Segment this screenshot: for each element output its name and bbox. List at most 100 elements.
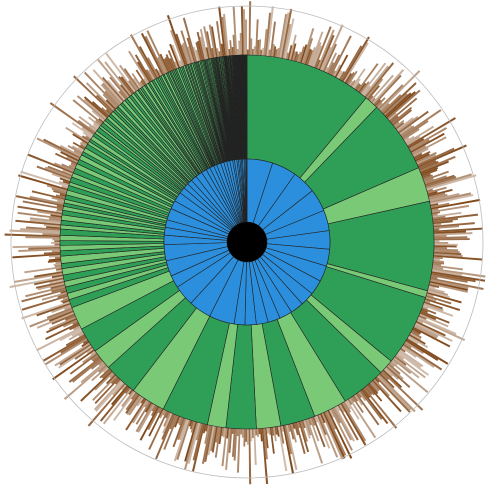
level3-segment [105, 99, 116, 110]
level3-segment [423, 177, 434, 183]
level3-segment [47, 165, 73, 177]
level3-segment [94, 379, 122, 411]
level3-segment [76, 95, 106, 121]
level3-segment [398, 110, 429, 134]
level3-segment [391, 106, 413, 125]
level3-segment [150, 405, 158, 417]
level3-segment [183, 422, 199, 470]
level3-segment [91, 365, 109, 382]
level3-segment [354, 394, 363, 406]
level3-segment [433, 230, 466, 234]
level3-segment [312, 416, 326, 448]
center-node [227, 222, 267, 262]
level3-segment [295, 422, 306, 454]
level3-segment [416, 154, 437, 165]
level3-segment [426, 188, 433, 193]
level3-segment [372, 379, 402, 413]
level3-segment [218, 427, 223, 444]
level3-segment [113, 391, 136, 421]
level3-segment [81, 140, 88, 146]
level3-segment [336, 405, 341, 412]
level3-segment [424, 174, 455, 186]
level3-segment [307, 47, 316, 66]
level3-segment [91, 110, 105, 122]
level3-segment [264, 427, 269, 449]
level3-segment [419, 155, 456, 172]
level3-segment [159, 409, 166, 419]
level3-segment [282, 23, 292, 59]
level3-segment [296, 51, 302, 63]
level3-segment [214, 426, 221, 458]
level3-segment [128, 396, 143, 416]
level3-segment [57, 293, 68, 299]
level3-segment [427, 288, 449, 296]
level3-segment [80, 370, 113, 402]
level3-segment [378, 84, 404, 110]
level3-segment [372, 69, 405, 105]
level3-segment [188, 420, 193, 427]
level3-segment [420, 160, 449, 174]
level3-segment [292, 51, 297, 61]
level3-segment [63, 363, 106, 400]
level3-segment [159, 53, 170, 73]
level3-segment [433, 227, 483, 233]
level3-segment [430, 274, 468, 283]
level3-segment [430, 277, 484, 291]
level3-segment [363, 387, 398, 429]
level3-segment [95, 380, 124, 412]
level3-segment [148, 408, 164, 437]
level3-segment [363, 65, 389, 97]
level3-segment [429, 282, 468, 293]
level3-segment [206, 31, 213, 59]
level3-segment [315, 59, 321, 69]
level3-segment [276, 47, 280, 58]
level3-segment [242, 9, 246, 56]
level3-segment [135, 401, 151, 425]
level3-segment [231, 428, 236, 457]
level3-segment [111, 385, 129, 406]
level3-segment [433, 243, 458, 246]
level3-segment [432, 217, 458, 223]
level3-segment [52, 349, 95, 381]
level3-segment [408, 334, 426, 345]
level3-segment [431, 268, 486, 278]
level3-segment [59, 145, 82, 158]
level3-segment [139, 81, 144, 87]
level3-segment [375, 376, 411, 413]
level3-segment [367, 85, 380, 100]
level3-segment [277, 426, 288, 472]
level3-segment [95, 94, 114, 113]
level3-segment [433, 222, 475, 228]
level3-segment [301, 28, 315, 64]
level3-segment [243, 428, 246, 447]
level3-segment [53, 190, 67, 196]
level3-segment [425, 176, 457, 188]
level3-segment [131, 392, 138, 400]
level3-segment [417, 318, 466, 341]
level3-segment [48, 316, 77, 330]
level3-segment [64, 305, 72, 311]
level3-segment [78, 332, 85, 337]
level3-segment [228, 49, 231, 56]
level3-segment [220, 43, 225, 57]
level3-segment [49, 279, 65, 284]
level3-segment [433, 253, 463, 258]
level3-segment [350, 397, 355, 403]
level3-segment [101, 107, 111, 116]
level3-segment [362, 85, 371, 96]
level3-segment [430, 276, 438, 279]
level3-segment [225, 428, 231, 470]
level3-segment [383, 368, 393, 377]
level3-segment [380, 371, 389, 381]
level3-segment [326, 52, 338, 74]
level3-segment [25, 236, 61, 239]
level3-segment [137, 403, 155, 433]
level3-segment [426, 293, 434, 298]
level3-segment [128, 389, 134, 395]
level3-segment [368, 383, 379, 395]
level3-segment [36, 137, 80, 161]
level3-segment [175, 33, 188, 66]
level3-segment [205, 47, 210, 60]
level3-segment [123, 68, 140, 90]
level3-segment [340, 45, 363, 81]
